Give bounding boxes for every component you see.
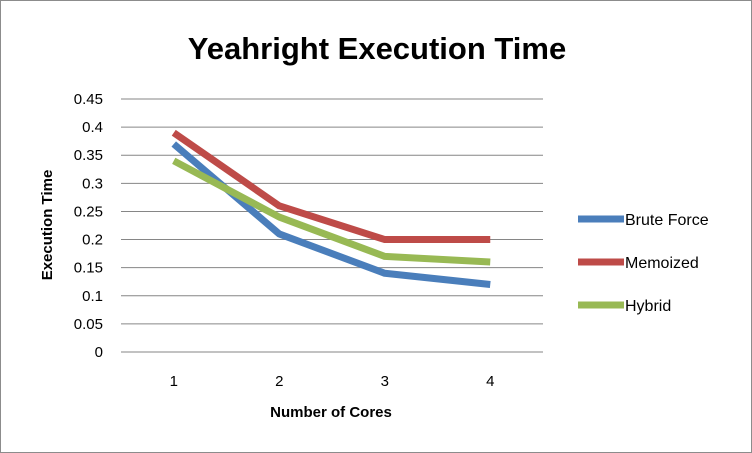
legend: Brute Force Memoized Hybrid xyxy=(578,212,709,315)
x-axis-title: Number of Cores xyxy=(270,404,392,421)
y-tick-label: 0.05 xyxy=(74,316,103,333)
y-tick-label: 0 xyxy=(95,344,103,361)
legend-label: Memoized xyxy=(625,255,699,272)
x-tick-labels: 1 2 3 4 xyxy=(170,373,495,390)
y-tick-label: 0.35 xyxy=(74,147,103,164)
y-tick-label: 0.3 xyxy=(82,175,103,192)
y-tick-label: 0.25 xyxy=(74,203,103,220)
x-tick-label: 4 xyxy=(486,373,494,390)
y-tick-label: 0.45 xyxy=(74,91,103,108)
series-line xyxy=(172,157,491,266)
y-axis-title: Execution Time xyxy=(39,170,56,281)
y-tick-label: 0.1 xyxy=(82,288,103,305)
y-tick-labels: 0 0.05 0.1 0.15 0.2 0.25 0.3 0.35 0.4 0.45 xyxy=(74,91,103,361)
x-tick-label: 3 xyxy=(381,373,389,390)
chart-title: Yeahright Execution Time xyxy=(188,31,566,66)
series-line xyxy=(171,129,491,244)
legend-label: Brute Force xyxy=(625,212,709,229)
x-tick-label: 2 xyxy=(275,373,283,390)
legend-label: Hybrid xyxy=(625,298,671,315)
y-tick-label: 0.2 xyxy=(82,232,103,249)
series-lines xyxy=(171,129,491,289)
y-tick-label: 0.4 xyxy=(82,119,103,136)
x-tick-label: 1 xyxy=(170,373,178,390)
y-tick-label: 0.15 xyxy=(74,260,103,277)
